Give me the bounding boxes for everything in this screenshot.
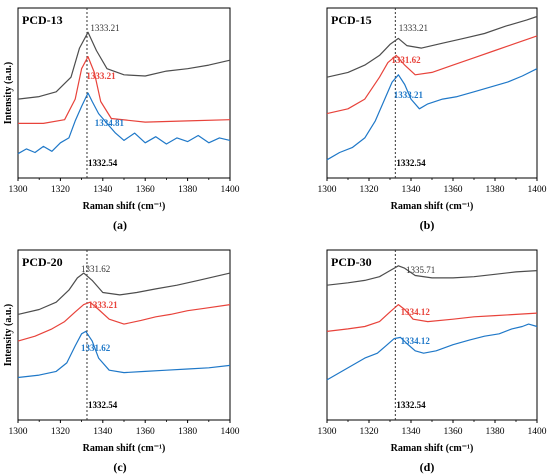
x-axis-label: Raman shift (cm⁻¹) (83, 443, 166, 454)
peak-label: 1333.21 (394, 90, 424, 100)
subfigure-label: (b) (420, 218, 435, 232)
plot-frame (326, 7, 538, 179)
series-black-line (326, 15, 538, 78)
plot-frame (326, 249, 538, 421)
panel-title: PCD-15 (331, 13, 372, 27)
x-tick-label: 1300 (318, 185, 337, 195)
panel-title: PCD-13 (22, 13, 63, 27)
x-tick-label: 1360 (444, 427, 463, 437)
plot-frame (17, 249, 231, 421)
x-tick-label: 1340 (402, 185, 421, 195)
subfigure-label: (a) (113, 218, 127, 232)
peak-label: 1331.62 (391, 55, 421, 65)
series-blue-line (17, 330, 231, 379)
peak-label: 1331.62 (81, 264, 110, 274)
peak-label: 1333.21 (399, 23, 428, 33)
reference-label: 1332.54 (88, 400, 118, 410)
peak-label: 1331.62 (81, 343, 111, 353)
x-tick-label: 1380 (486, 427, 505, 437)
x-tick-label: 1380 (486, 185, 505, 195)
x-tick-label: 1320 (360, 427, 379, 437)
peak-label: 1334.81 (95, 118, 125, 128)
panel-c: 1300 1320 1340 1360 1380 1400 1331.62 1333.21 13… (3, 249, 240, 474)
series-blue-line (17, 92, 231, 155)
x-tick-label: 1400 (221, 427, 240, 437)
subfigure-label: (c) (113, 460, 126, 474)
peak-label: 1334.12 (401, 307, 431, 317)
x-tick-label: 1300 (9, 427, 28, 437)
peak-label: 1333.21 (86, 71, 116, 81)
series-black-line (17, 272, 231, 315)
series-red-line (326, 304, 538, 332)
reference-label: 1332.54 (88, 158, 118, 168)
peak-label: 1333.21 (90, 23, 119, 33)
series-red-line (326, 35, 538, 115)
series-black-line (326, 265, 538, 286)
reference-label: 1332.54 (396, 158, 426, 168)
series-blue-line (326, 323, 538, 381)
peak-label: 1333.21 (88, 300, 118, 310)
x-tick-label: 1340 (402, 427, 421, 437)
y-axis-label: Intensity (a.u.) (3, 304, 14, 367)
x-tick-label: 1380 (178, 185, 197, 195)
series-blue-line (326, 68, 538, 161)
x-axis-label: Raman shift (cm⁻¹) (83, 201, 166, 212)
x-tick-label: 1340 (93, 427, 112, 437)
x-tick-label: 1320 (51, 185, 70, 195)
x-axis-label: Raman shift (cm⁻¹) (391, 443, 474, 454)
x-tick-label: 1400 (221, 185, 240, 195)
x-tick-label: 1400 (528, 427, 547, 437)
x-axis-label: Raman shift (cm⁻¹) (391, 201, 474, 212)
x-tick-label: 1360 (136, 427, 155, 437)
panel-d: 1300 1320 1340 1360 1380 1400 1335.71 1334.12 13… (318, 249, 547, 474)
series-red-line (17, 301, 231, 342)
reference-label: 1332.54 (396, 400, 426, 410)
x-tick-label: 1320 (360, 185, 379, 195)
panel-a: 1300 1320 1340 1360 1380 1400 1333.21 1333.21 13… (3, 7, 240, 232)
x-tick-label: 1300 (9, 185, 28, 195)
subfigure-label: (d) (420, 460, 435, 474)
panel-title: PCD-20 (22, 255, 63, 269)
x-tick-label: 1320 (51, 427, 70, 437)
x-tick-label: 1340 (93, 185, 112, 195)
peak-label: 1335.71 (406, 265, 435, 275)
panel-b: 1300 1320 1340 1360 1380 1400 1333.21 1331.62 13… (318, 7, 547, 232)
x-tick-label: 1360 (444, 185, 463, 195)
series-black-line (17, 31, 231, 100)
y-axis-label: Intensity (a.u.) (3, 62, 14, 125)
x-tick-label: 1300 (318, 427, 337, 437)
peak-label: 1334.12 (401, 336, 431, 346)
x-tick-label: 1360 (136, 185, 155, 195)
series-red-line (18, 56, 231, 124)
x-tick-label: 1400 (528, 185, 547, 195)
x-tick-label: 1380 (178, 427, 197, 437)
panel-title: PCD-30 (331, 255, 372, 269)
